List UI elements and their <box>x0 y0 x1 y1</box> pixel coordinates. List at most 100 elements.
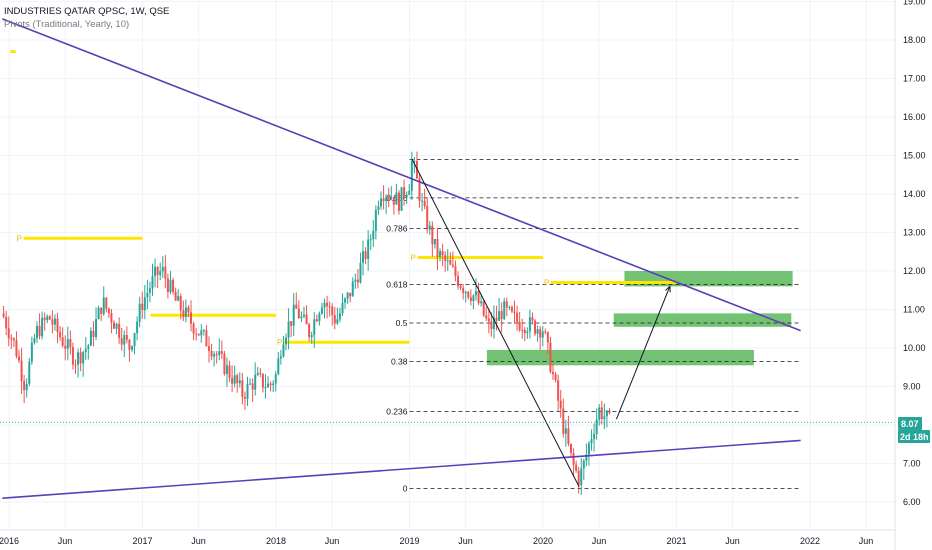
candle-body <box>290 321 293 326</box>
candle-body <box>459 286 462 289</box>
candle-body <box>164 266 167 279</box>
candle-body <box>25 383 28 391</box>
candle-body <box>279 356 282 359</box>
candle-body <box>272 383 275 385</box>
candle-body <box>87 345 90 349</box>
price-tag-box <box>898 417 922 430</box>
fib-level-label: 0.236 <box>386 407 408 417</box>
yearly-pivots: P P P P <box>10 50 677 347</box>
candle-body <box>169 279 172 293</box>
zone-rect <box>486 349 754 366</box>
candle-body <box>182 310 185 317</box>
pivot-label: P <box>411 254 416 263</box>
candle-body <box>587 443 590 455</box>
indicator-label[interactable]: Pivots (Traditional, Yearly, 10) <box>4 19 130 30</box>
symbol-title[interactable]: INDUSTRIES QATAR QPSC, 1W, QSE <box>4 6 170 17</box>
fib-level-label: 0 <box>403 484 408 494</box>
candle-body <box>572 452 575 465</box>
price-tick-label: 17.00 <box>903 74 926 84</box>
countdown-tag-value: 2d 18h <box>900 432 929 442</box>
candle-body <box>184 307 187 317</box>
candle-body <box>102 297 105 314</box>
price-tick-label: 18.00 <box>903 35 926 45</box>
candle-body <box>71 347 74 365</box>
candle-body <box>100 307 103 314</box>
candle-body <box>557 380 560 401</box>
candle-body <box>105 297 108 309</box>
candle-body <box>218 351 221 356</box>
candle-body <box>12 338 15 341</box>
price-tag-value: 8.07 <box>901 419 919 429</box>
candle-body <box>315 319 318 322</box>
candle-body <box>297 308 300 319</box>
time-tick-label: Jun <box>592 536 607 546</box>
candle-body <box>492 317 495 329</box>
price-tick-label: 19.00 <box>903 0 926 7</box>
candle-body <box>48 316 51 320</box>
zone-rect <box>613 313 792 327</box>
time-tick-label: Jun <box>58 536 73 546</box>
candle-body <box>261 373 264 388</box>
candle-body <box>146 292 149 298</box>
candle-body <box>600 407 603 420</box>
candle-body <box>285 337 288 345</box>
candle-body <box>249 383 252 385</box>
candle-body <box>77 352 80 365</box>
candle-body <box>292 304 295 326</box>
candle-body <box>41 317 44 337</box>
candle-body <box>223 353 226 374</box>
candle-body <box>128 339 131 350</box>
candle-body <box>2 313 5 317</box>
candle-body <box>308 324 311 338</box>
candle-body <box>220 351 223 354</box>
time-tick-label: 2020 <box>533 536 553 546</box>
candle-body <box>148 288 151 293</box>
candle-body <box>243 396 246 399</box>
pivot-label: P <box>277 338 282 347</box>
candle-body <box>200 330 203 336</box>
candle-body <box>7 328 10 339</box>
time-tick-label: Jun <box>859 536 874 546</box>
candle-body <box>464 291 467 294</box>
price-axis[interactable]: 6.007.008.009.0010.0011.0012.0013.0014.0… <box>903 0 926 507</box>
candle-body <box>28 361 31 384</box>
candle-body <box>490 321 493 329</box>
candle-body <box>541 331 544 338</box>
candle-body <box>69 339 72 348</box>
candle-body <box>505 301 508 308</box>
candle-body <box>539 329 542 338</box>
candle-body <box>190 312 193 324</box>
candle-body <box>310 335 313 338</box>
candle-body <box>428 225 431 230</box>
candle-body <box>480 301 483 304</box>
trendline-projection <box>615 286 671 420</box>
candle-body <box>349 292 352 297</box>
candle-body <box>595 419 598 435</box>
candle-body <box>487 318 490 322</box>
candle-body <box>485 315 488 319</box>
candle-body <box>451 264 454 267</box>
trendlines[interactable] <box>2 18 801 499</box>
candle-body <box>354 279 357 282</box>
candle-body <box>569 443 572 453</box>
time-tick-label: 2021 <box>666 536 686 546</box>
candle-body <box>251 383 254 390</box>
price-tick-label: 15.00 <box>903 151 926 161</box>
candle-body <box>575 464 578 471</box>
candle-body <box>133 333 136 347</box>
price-tick-label: 10.00 <box>903 343 926 353</box>
candle-body <box>254 374 257 390</box>
candle-body <box>30 342 33 362</box>
candle-body <box>238 380 241 384</box>
fib-level-label: 0.5 <box>396 318 408 328</box>
candle-body <box>513 311 516 313</box>
candle-body <box>552 371 555 375</box>
time-axis[interactable]: 2016 Jun 2017 Jun 2018 Jun 2019 Jun 2020 Jun 2021 J… <box>0 536 873 546</box>
candle-body <box>331 306 334 316</box>
candle-body <box>518 321 521 330</box>
candle-body <box>328 306 331 308</box>
candle-body <box>89 330 92 346</box>
candle-body <box>318 313 321 322</box>
candle-body <box>503 301 506 320</box>
